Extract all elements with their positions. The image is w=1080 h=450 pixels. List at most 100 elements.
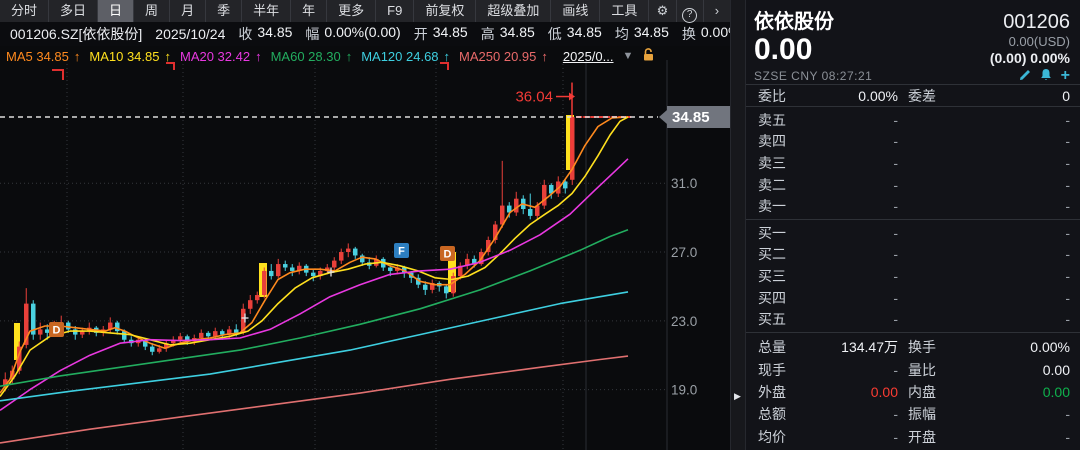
stat-label: 现手 (758, 361, 786, 378)
marker-badge-D (440, 246, 455, 261)
ma-ma5[interactable]: MA5 34.85 ↑ (6, 49, 80, 64)
field-value: 34.85 (566, 24, 602, 40)
stat-value: 0.00 (1042, 361, 1070, 378)
help-icon[interactable]: ? (677, 0, 704, 23)
ma-line-ma10 (0, 116, 629, 397)
level-volume: - (1065, 133, 1070, 150)
candle-body (17, 346, 22, 371)
candle-body (143, 339, 148, 347)
sell-order-book: 卖五 - - 卖四 - - 卖三 - - 卖二 - - 卖一 - - (746, 107, 1080, 219)
sell-row-卖二[interactable]: 卖二 - - (746, 174, 1080, 196)
quote-header: 依依股份 001206 0.00 0.00(USD) (0.00) 0.00% … (746, 0, 1080, 84)
tab-季[interactable]: 季 (206, 0, 243, 22)
tab-更多[interactable]: 更多 (327, 0, 377, 22)
date-range-selector[interactable]: 2025/0... (562, 48, 614, 64)
tab-工具[interactable]: 工具 (600, 0, 650, 22)
candle-body (528, 209, 533, 216)
level-price: - (893, 289, 898, 306)
stat-label: 振幅 (908, 406, 936, 423)
ma-ma60[interactable]: MA60 28.30 ↑ (271, 49, 353, 64)
candle-body (339, 252, 344, 261)
ma-label: MA10 34.85 (89, 48, 160, 64)
buy-row-买一[interactable]: 买一 - - (746, 222, 1080, 244)
sell-row-卖四[interactable]: 卖四 - - (746, 131, 1080, 153)
buy-row-买二[interactable]: 买二 - - (746, 244, 1080, 266)
period-tabs: 分时 多日日周月季半年年更多 F9 前复权 超级叠加 画线 工具 (0, 0, 650, 22)
candle-body (206, 332, 211, 337)
stock-symbol[interactable]: 001206.SZ[依依股份] (10, 26, 143, 42)
stat-value: 0.00 (870, 383, 898, 400)
unlocked-lock-icon[interactable] (642, 47, 656, 65)
buy-row-买三[interactable]: 买三 - - (746, 265, 1080, 287)
sell-row-卖三[interactable]: 卖三 - - (746, 152, 1080, 174)
marker-badge-letter: D (53, 325, 61, 337)
add-to-watchlist-icon[interactable]: + (1060, 67, 1070, 84)
tab-画线[interactable]: 画线 (551, 0, 601, 22)
ma-ma250[interactable]: MA250 20.95 ↑ (459, 49, 548, 64)
tab-超级叠加[interactable]: 超级叠加 (476, 0, 552, 22)
level-price: - (893, 154, 898, 171)
ma-ma20[interactable]: MA20 32.42 ↑ (180, 49, 262, 64)
field-label: 开 (413, 26, 428, 42)
ma-ma10[interactable]: MA10 34.85 ↑ (89, 49, 171, 64)
stock-name: 依依股份 (754, 11, 834, 33)
collapse-arrow-icon[interactable]: ▶ (734, 391, 741, 401)
weicha-value: 0 (1062, 87, 1070, 104)
candle-body (535, 205, 540, 216)
tab-前复权[interactable]: 前复权 (414, 0, 477, 22)
drawing-corner-mark (440, 62, 449, 70)
candle-body (563, 181, 568, 189)
candle-body (423, 284, 428, 290)
candle-body (241, 308, 246, 333)
edit-pencil-icon[interactable] (1019, 68, 1031, 84)
level-price: - (893, 224, 898, 241)
level-label: 卖三 (758, 154, 786, 171)
quote-field-高: 高 34.85 (481, 24, 535, 44)
candle-body (416, 277, 421, 285)
candle-body (430, 282, 435, 290)
toolbar-more-chevron-icon[interactable]: › (714, 3, 720, 18)
y-axis-tick: 27.0 (671, 245, 697, 260)
candle-body (248, 300, 253, 309)
stat-label: 总量 (758, 339, 786, 356)
tab-年[interactable]: 年 (291, 0, 328, 22)
level-price: - (893, 246, 898, 263)
sell-row-卖五[interactable]: 卖五 - - (746, 109, 1080, 131)
buy-row-买五[interactable]: 买五 - - (746, 308, 1080, 330)
sell-row-卖一[interactable]: 卖一 - - (746, 195, 1080, 217)
panel-divider[interactable]: ▶ (730, 0, 746, 450)
settings-gear-icon[interactable]: ⚙ (649, 0, 677, 22)
quote-field-收: 收 34.85 (238, 24, 292, 44)
buy-row-买四[interactable]: 买四 - - (746, 287, 1080, 309)
tab-周[interactable]: 周 (134, 0, 171, 22)
chart-canvas[interactable]: 31.0 27.0 23.0 19.0 34.85 36.04 D F D (0, 60, 730, 450)
stat-value: 0.00% (1030, 339, 1070, 356)
level-label: 买二 (758, 246, 786, 263)
annotation-high-label: 36.04 (515, 89, 553, 106)
marker-badge-letter: D (444, 249, 452, 261)
tab-F9[interactable]: F9 (376, 0, 415, 22)
price-usd: 0.00(USD) (1008, 34, 1070, 49)
up-arrow-icon: ↑ (443, 48, 451, 64)
tab-半年[interactable]: 半年 (242, 0, 292, 22)
tab-日[interactable]: 日 (98, 0, 135, 22)
level-volume: - (1065, 198, 1070, 215)
price-change: (0.00) 0.00% (989, 50, 1070, 66)
tab-月[interactable]: 月 (170, 0, 207, 22)
candle-body (276, 264, 281, 277)
tab-多日[interactable]: 多日 (49, 0, 99, 22)
field-label: 收 (238, 26, 253, 42)
dropdown-triangle-icon[interactable]: ▼ (622, 50, 634, 62)
tab-分时[interactable]: 分时 (0, 0, 50, 22)
ma-ma120[interactable]: MA120 24.68 ↑ (361, 49, 450, 64)
field-label: 幅 (305, 26, 320, 42)
candlestick-chart[interactable]: 31.0 27.0 23.0 19.0 34.85 36.04 D F D (0, 60, 730, 450)
stat-row-总量: 总量 134.47万 换手 0.00% (746, 336, 1080, 358)
alert-bell-icon[interactable] (1040, 68, 1052, 84)
ma-label: MA60 28.30 (270, 48, 341, 64)
candle-body (472, 258, 477, 265)
stats-section: 总量 134.47万 换手 0.00% 现手 - 量比 0.00 外盘 0.00 内盘 0.00 总额 -… (746, 333, 1080, 448)
level-volume: - (1065, 267, 1070, 284)
candle-body (444, 286, 449, 294)
